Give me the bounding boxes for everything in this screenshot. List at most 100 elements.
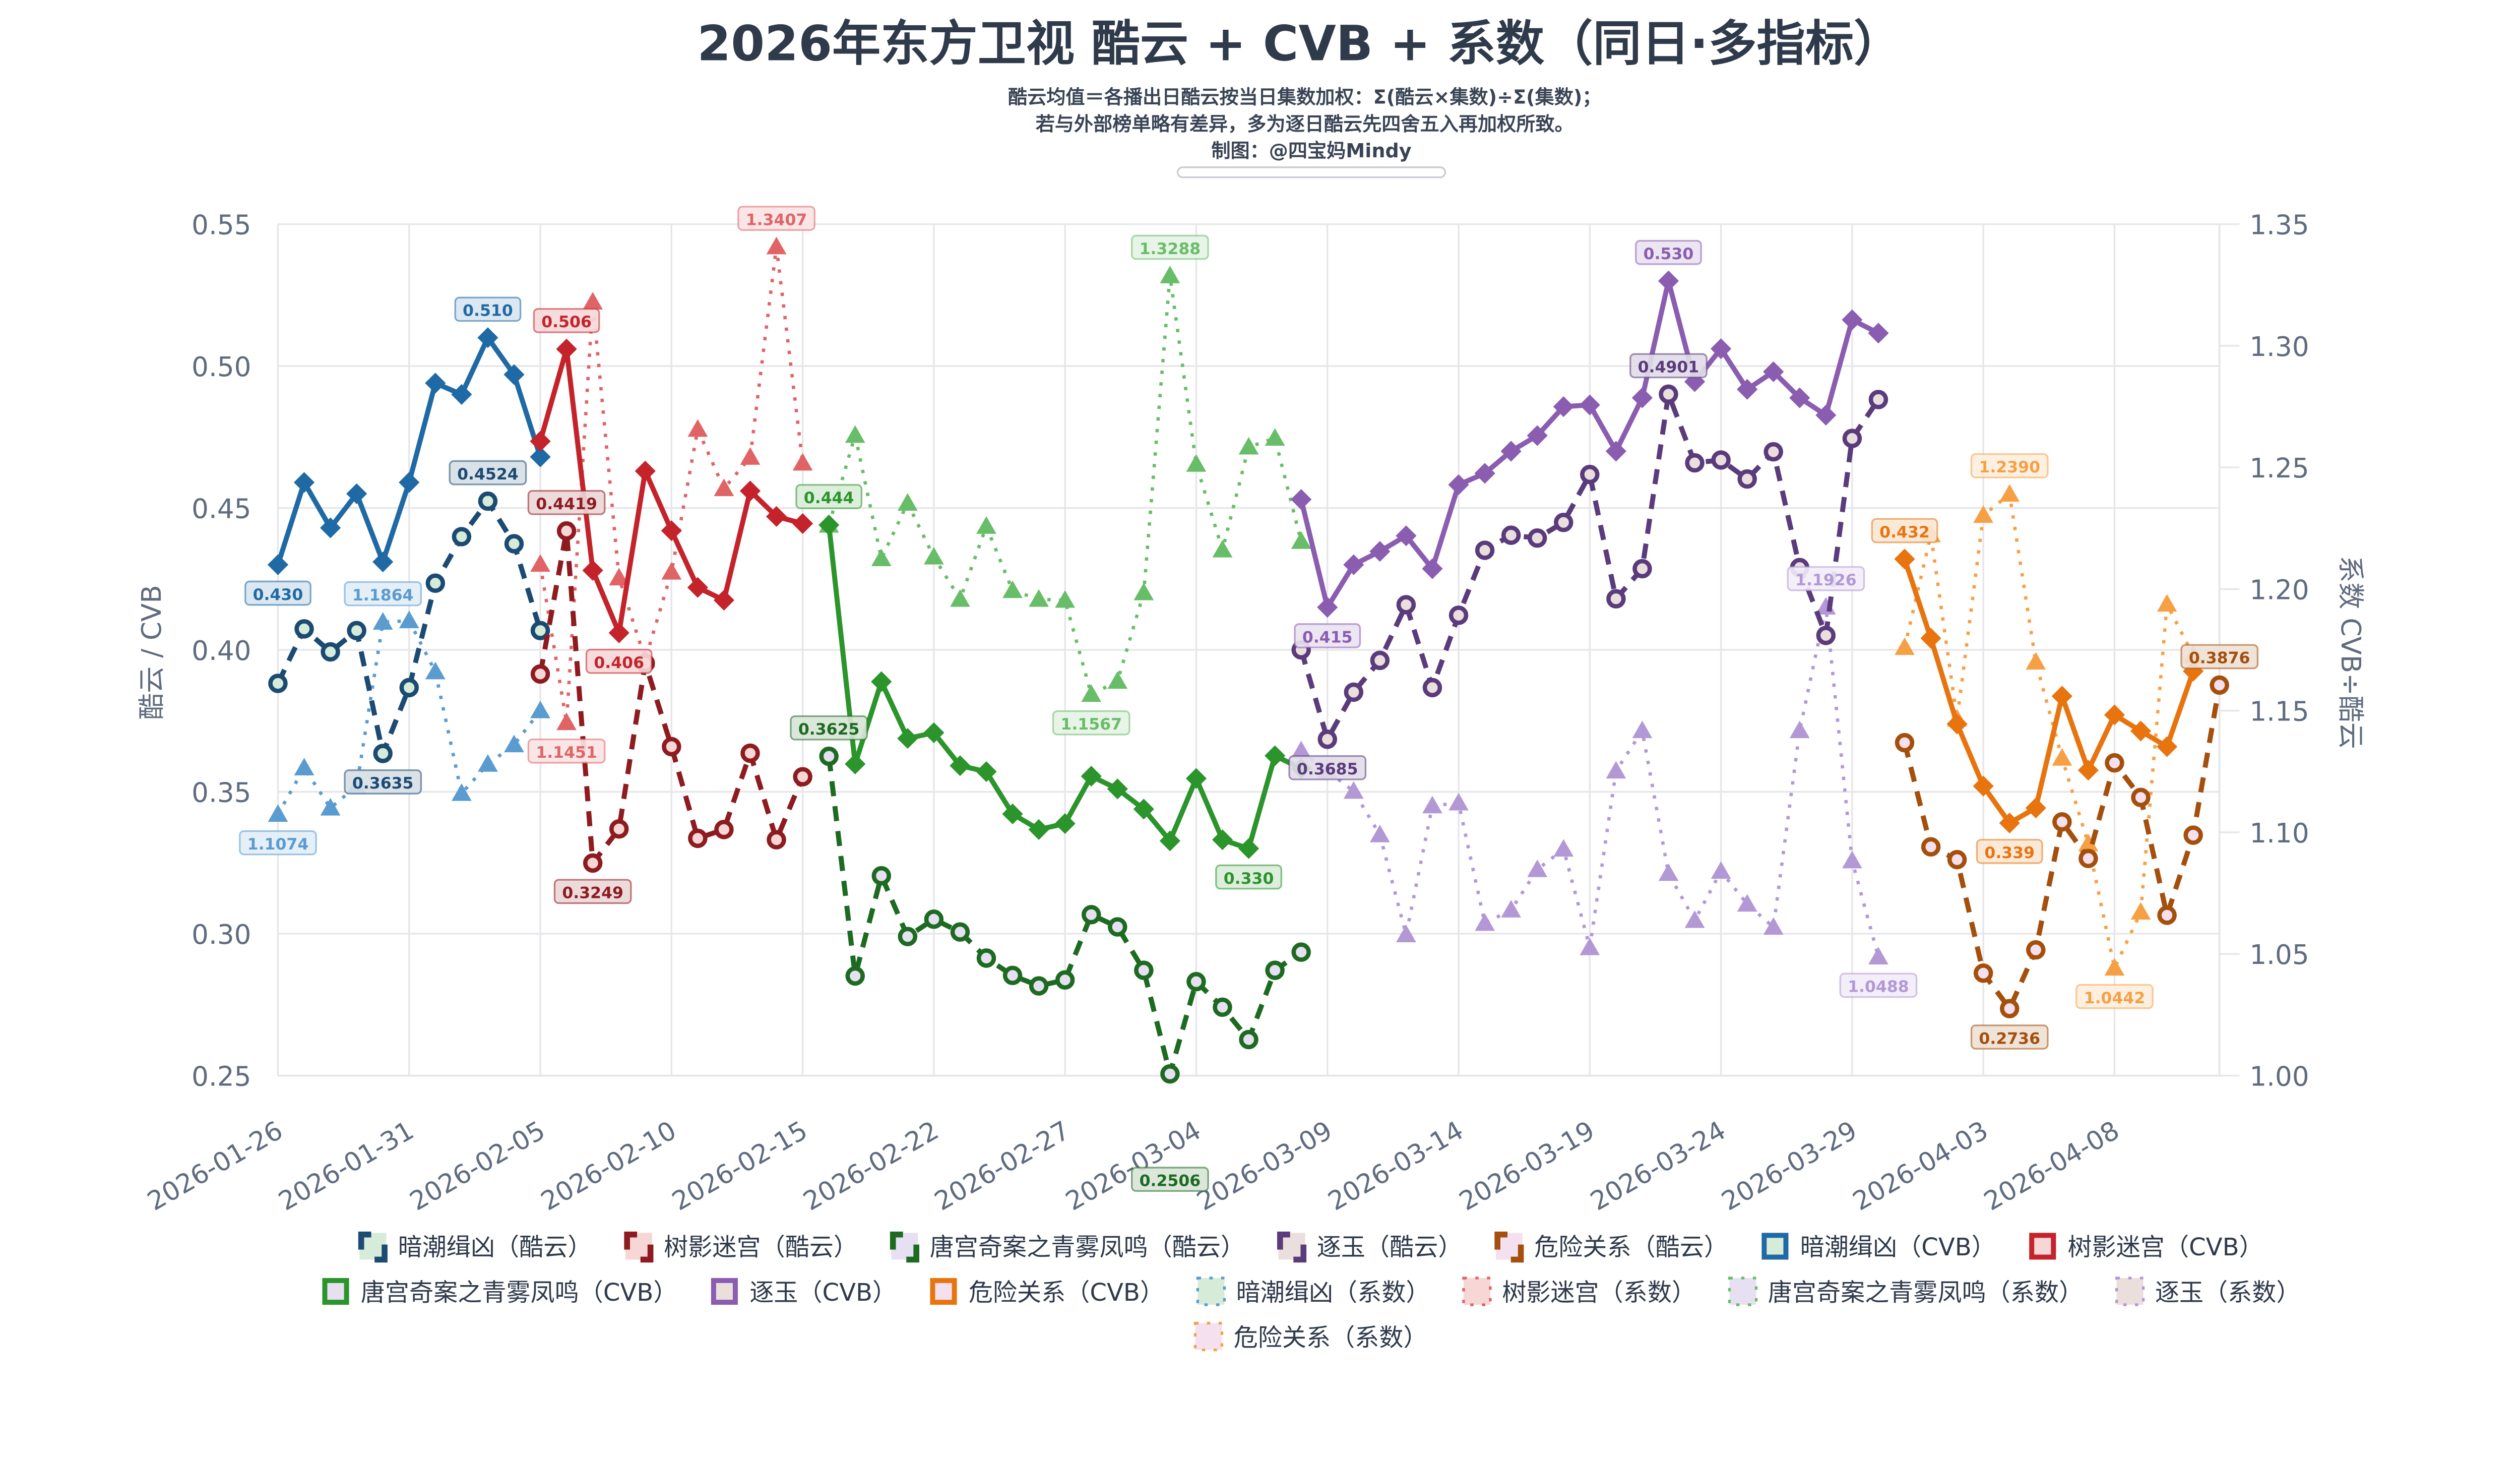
legend-item[interactable]: 暗潮缉凶（酷云）	[358, 1231, 592, 1263]
triangle-marker	[478, 754, 498, 772]
triangle-marker	[714, 478, 734, 497]
circle-marker	[1317, 730, 1337, 749]
legend-swatch-corner	[640, 1244, 654, 1263]
triangle-marker	[2078, 833, 2099, 852]
data-label: 0.530	[1635, 239, 1702, 265]
y-axis-right-title: 系数 CVB÷酷云	[2335, 556, 2366, 749]
legend-label: 暗潮缉凶（酷云）	[398, 1233, 592, 1261]
data-label-tint	[586, 649, 652, 673]
data-label-box	[244, 580, 311, 606]
data-label: 0.3625	[790, 715, 868, 741]
data-label: 0.506	[533, 308, 600, 333]
diamond-marker	[1658, 270, 1679, 291]
legend-item[interactable]: 暗潮缉凶（CVB）	[1761, 1233, 1996, 1261]
legend-item[interactable]: 逐玉（系数）	[2115, 1277, 2301, 1307]
data-label-text: 1.1074	[247, 835, 309, 854]
diamond-marker	[2104, 704, 2125, 725]
data-label: 0.2736	[1970, 1024, 2049, 1050]
triangle-marker	[1107, 671, 1128, 689]
legend-item[interactable]: 唐宫奇案之青雾凤鸣（酷云）	[890, 1231, 1245, 1263]
circle-marker	[1554, 513, 1573, 532]
subtitle-line-2: 若与外部榜单略有差异，多为逐日酷云先四舍五入再加权所致。	[1036, 113, 1574, 135]
legend-item[interactable]: 唐宫奇案之青雾凤鸣（CVB）	[322, 1278, 678, 1307]
triangle-marker	[2130, 902, 2151, 920]
data-label-text: 1.0442	[2084, 989, 2146, 1007]
diamond-marker	[1212, 829, 1233, 851]
legend-item[interactable]: 逐玉（酷云）	[1277, 1231, 1462, 1263]
data-label-box	[1787, 566, 1865, 591]
circle-marker	[1737, 469, 1757, 489]
data-label-box	[1970, 453, 2049, 478]
circle-marker	[1685, 453, 1705, 473]
diamond-marker	[503, 364, 525, 385]
legend-swatch-corner	[890, 1231, 903, 1250]
legend-label: 树影迷宫（酷云）	[664, 1233, 858, 1261]
diamond-marker	[1159, 830, 1180, 852]
legend-item[interactable]: 危险关系（CVB）	[930, 1278, 1164, 1307]
y-axis-left-title: 酷云 / CVB	[136, 585, 167, 720]
legend-swatch	[890, 1231, 919, 1263]
data-label-tint	[239, 831, 317, 855]
data-label-box	[585, 648, 653, 674]
legend-item[interactable]: 唐宫奇案之青雾凤鸣（系数）	[1728, 1277, 2083, 1307]
diamond-marker	[635, 460, 656, 481]
data-label-text: 0.3625	[798, 720, 860, 739]
data-label-box	[1288, 755, 1367, 780]
circle-marker	[556, 521, 577, 541]
diamond-marker	[346, 483, 367, 505]
triangle-marker	[1422, 796, 1442, 814]
triangle-marker	[950, 589, 970, 607]
data-label-tint	[528, 491, 605, 514]
diamond-marker	[2025, 798, 2046, 819]
y-left-tick-label: 0.50	[192, 351, 251, 383]
circle-marker	[1947, 849, 1967, 870]
x-tick-label: 2026-03-09	[1192, 1115, 1338, 1217]
triangle-marker	[766, 236, 787, 255]
triangle-marker	[1684, 910, 1705, 928]
legend-item[interactable]: 树影迷宫（系数）	[1462, 1277, 1696, 1307]
circle-marker	[1396, 595, 1416, 615]
series-line	[275, 499, 543, 756]
data-label: 0.330	[1215, 864, 1283, 890]
triangle-marker	[871, 549, 892, 567]
y-left-tick-label: 0.55	[192, 210, 251, 241]
legend-item[interactable]: 危险关系（酷云）	[1494, 1231, 1728, 1263]
data-label-tint	[1635, 240, 1702, 265]
diamond-marker	[1631, 387, 1653, 408]
triangle-marker	[609, 568, 629, 586]
legend-item[interactable]: 暗潮缉凶（系数）	[1196, 1277, 1430, 1307]
circle-marker	[1842, 429, 1862, 448]
data-label-box	[1635, 239, 1702, 265]
series-kuyun	[268, 491, 550, 763]
data-label-box	[1970, 1024, 2049, 1050]
circle-marker	[819, 746, 839, 766]
triangle-marker	[1999, 484, 2020, 502]
data-label-text: 0.444	[804, 489, 854, 507]
diamond-marker	[530, 446, 551, 467]
circle-marker	[399, 678, 419, 698]
circle-marker	[2026, 940, 2046, 960]
legend-item[interactable]: 树影迷宫（CVB）	[2029, 1233, 2263, 1261]
legend-swatch	[624, 1231, 654, 1263]
diamond-marker	[1343, 554, 1364, 575]
triangle-marker	[1369, 824, 1390, 842]
triangle-marker	[1973, 505, 1994, 523]
series-layer	[267, 236, 2229, 1084]
diamond-marker	[713, 589, 735, 611]
legend-swatch	[358, 1231, 388, 1263]
data-label-text: 0.4524	[457, 465, 519, 483]
triangle-marker	[2026, 652, 2046, 670]
data-label: 0.2506	[1130, 1167, 1209, 1192]
legend-item[interactable]: 逐玉（CVB）	[711, 1278, 897, 1307]
legend-item[interactable]: 树影迷宫（酷云）	[624, 1231, 858, 1263]
circle-marker	[1527, 528, 1547, 548]
data-label-tint	[796, 484, 862, 509]
data-label: 0.415	[1294, 623, 1361, 648]
legend-label: 危险关系（系数）	[1234, 1323, 1428, 1352]
series-line	[1298, 391, 1881, 742]
legend-label: 逐玉（CVB）	[749, 1279, 897, 1307]
triangle-marker	[1763, 917, 1784, 935]
data-label-text: 1.1864	[352, 586, 414, 604]
legend-item[interactable]: 危险关系（系数）	[1193, 1321, 1428, 1352]
diamond-marker	[1711, 338, 1732, 359]
